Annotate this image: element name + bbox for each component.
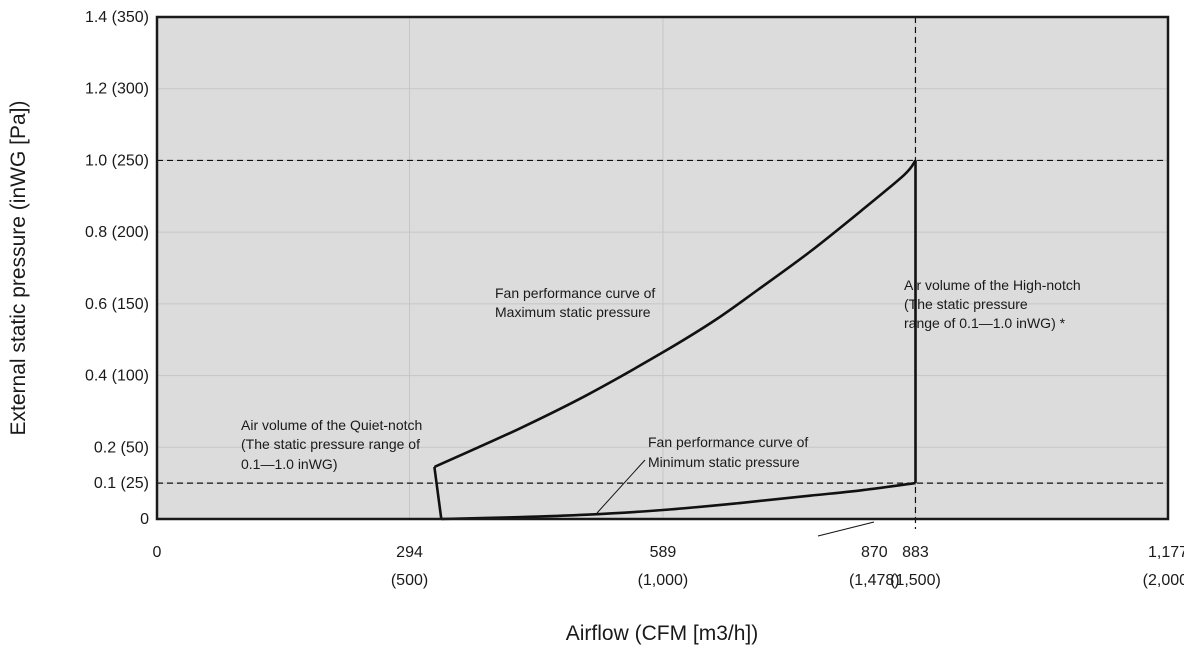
x-tick-label: 1,177 [1148, 544, 1184, 561]
max-curve-label-line-2: Maximum static pressure [495, 304, 651, 320]
y-tick-label: 0.1 (25) [94, 475, 149, 492]
max-curve-label-line-1: Fan performance curve of [495, 285, 655, 301]
min-curve-label-line-1: Fan performance curve of [648, 434, 808, 450]
y-tick-label: 0 [140, 511, 149, 528]
high-notch-label-line-3: range of 0.1—1.0 inWG) * [904, 315, 1066, 331]
series-layer [433, 159, 917, 521]
x-tick-sublabel: (1,500) [890, 572, 941, 589]
y-axis-title: External static pressure (inWG [Pa]) [7, 101, 30, 436]
x-tick-label: 883 [902, 544, 929, 561]
x-tick-sublabel: (500) [391, 572, 428, 589]
y-tick-label: 0.6 (150) [85, 296, 149, 313]
quiet-notch-line [433, 466, 443, 520]
tick-870-leader-line [817, 521, 875, 537]
high-notch-label-line-1: Air volume of the High-notch [904, 277, 1081, 293]
y-tick-label: 0.8 (200) [85, 224, 149, 241]
x-tick-label: 0 [153, 544, 162, 561]
y-tick-label: 0.2 (50) [94, 439, 149, 456]
x-tick-sublabel: (1,478) [849, 572, 900, 589]
x-tick-sublabel: (1,000) [638, 572, 689, 589]
quiet-notch-label-line-3: 0.1—1.0 inWG) [241, 456, 337, 472]
quiet-notch-label-line-1: Air volume of the Quiet-notch [241, 417, 422, 433]
plot-frame [155, 15, 1170, 521]
y-tick-label: 0.4 (100) [85, 368, 149, 385]
min-curve-label-line-2: Minimum static pressure [648, 454, 800, 470]
y-tick-label: 1.2 (300) [85, 81, 149, 98]
x-tick-sublabel: (2,000) [1143, 572, 1184, 589]
x-tick-labels: 0 294 (500) 589 (1,000) 870 (1,478)883 (1,500) 1… [153, 544, 1184, 589]
y-tick-label: 1.4 (350) [85, 9, 149, 26]
quiet-notch-label-line-2: (The static pressure range of [241, 436, 420, 452]
y-tick-labels: 0 0.1 (25) 0.2 (50) 0.4 (100) 0.6 (150) 0.8 (… [85, 9, 149, 528]
y-tick-label: 1.0 (250) [85, 152, 149, 169]
x-tick-label: 294 [396, 544, 423, 561]
x-axis-title: Airflow (CFM [m3/h]) [566, 622, 759, 645]
min-static-pressure-curve [441, 481, 916, 521]
min-curve-leader-line [596, 459, 646, 514]
x-tick-label: 589 [650, 544, 677, 561]
max-static-pressure-curve [433, 159, 917, 469]
x-tick-label: 870 [861, 544, 888, 561]
high-notch-label-line-2: (The static pressure [904, 296, 1028, 312]
